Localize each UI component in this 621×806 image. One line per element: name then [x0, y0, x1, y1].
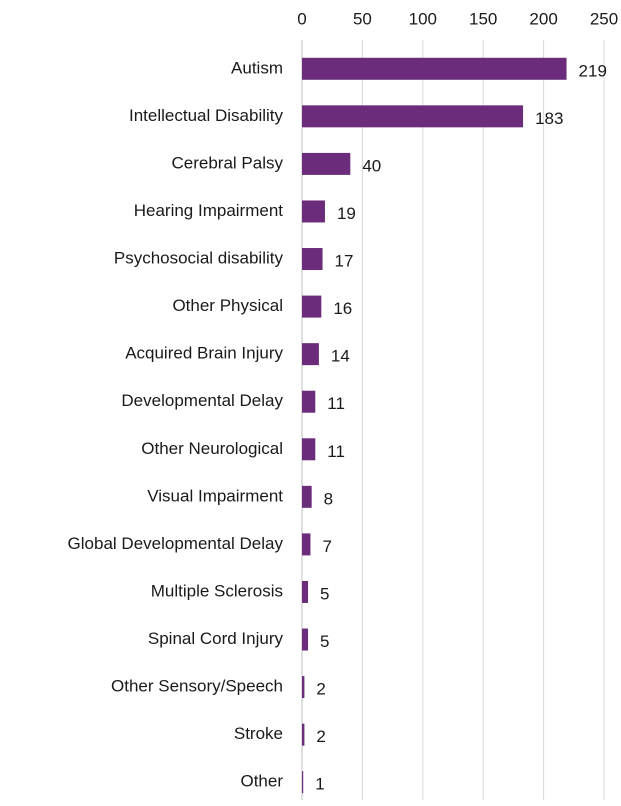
- data-label: 19: [337, 204, 356, 223]
- bar: [302, 105, 524, 128]
- y-tick-label: Other Sensory/Speech: [111, 677, 283, 696]
- data-label: 17: [335, 252, 354, 271]
- data-label: 11: [327, 442, 345, 461]
- y-tick-label: Spinal Cord Injury: [148, 629, 284, 648]
- bar: [302, 676, 305, 699]
- data-label: 8: [324, 489, 333, 508]
- y-tick-label: Stroke: [234, 724, 283, 743]
- data-label: 1: [315, 775, 324, 794]
- bar: [302, 390, 316, 413]
- data-label: 14: [331, 347, 350, 366]
- y-tick-label: Psychosocial disability: [114, 249, 284, 268]
- bar: [302, 152, 351, 175]
- y-tick-label: Global Developmental Delay: [68, 534, 284, 553]
- data-label: 5: [320, 584, 329, 603]
- y-tick-label: Acquired Brain Injury: [125, 344, 283, 363]
- data-label: 2: [316, 680, 325, 699]
- y-tick-label: Autism: [231, 58, 283, 77]
- y-tick-label: Hearing Impairment: [134, 201, 284, 220]
- x-tick-label: 100: [409, 9, 437, 28]
- x-tick-label: 250: [590, 9, 618, 28]
- data-label: 219: [579, 61, 607, 80]
- bar: [302, 200, 325, 223]
- data-label: 16: [333, 299, 352, 318]
- y-tick-label: Developmental Delay: [121, 391, 283, 410]
- bar: [302, 580, 309, 603]
- y-tick-label: Other Neurological: [141, 439, 283, 458]
- bar: [302, 343, 319, 366]
- bar: [302, 485, 312, 508]
- data-label: 11: [327, 394, 345, 413]
- bar: [302, 438, 316, 461]
- bar: [302, 248, 323, 271]
- bar: [302, 533, 311, 556]
- y-tick-label: Intellectual Disability: [129, 106, 284, 125]
- y-tick-label: Other: [240, 772, 283, 791]
- bar: [302, 723, 305, 746]
- x-tick-label: 50: [353, 9, 372, 28]
- bar: [302, 771, 304, 794]
- y-tick-label: Visual Impairment: [147, 486, 283, 505]
- data-label: 40: [362, 156, 381, 175]
- x-tick-label: 0: [297, 9, 306, 28]
- data-label: 7: [322, 537, 331, 556]
- bar: [302, 57, 567, 80]
- y-tick-label: Other Physical: [172, 296, 283, 315]
- bar: [302, 628, 309, 651]
- y-tick-label: Cerebral Palsy: [172, 153, 284, 172]
- data-label: 183: [535, 109, 563, 128]
- bar: [302, 295, 322, 318]
- data-label: 2: [316, 727, 325, 746]
- data-label: 5: [320, 632, 329, 651]
- x-tick-label: 200: [529, 9, 557, 28]
- y-tick-label: Multiple Sclerosis: [151, 581, 283, 600]
- x-tick-label: 150: [469, 9, 497, 28]
